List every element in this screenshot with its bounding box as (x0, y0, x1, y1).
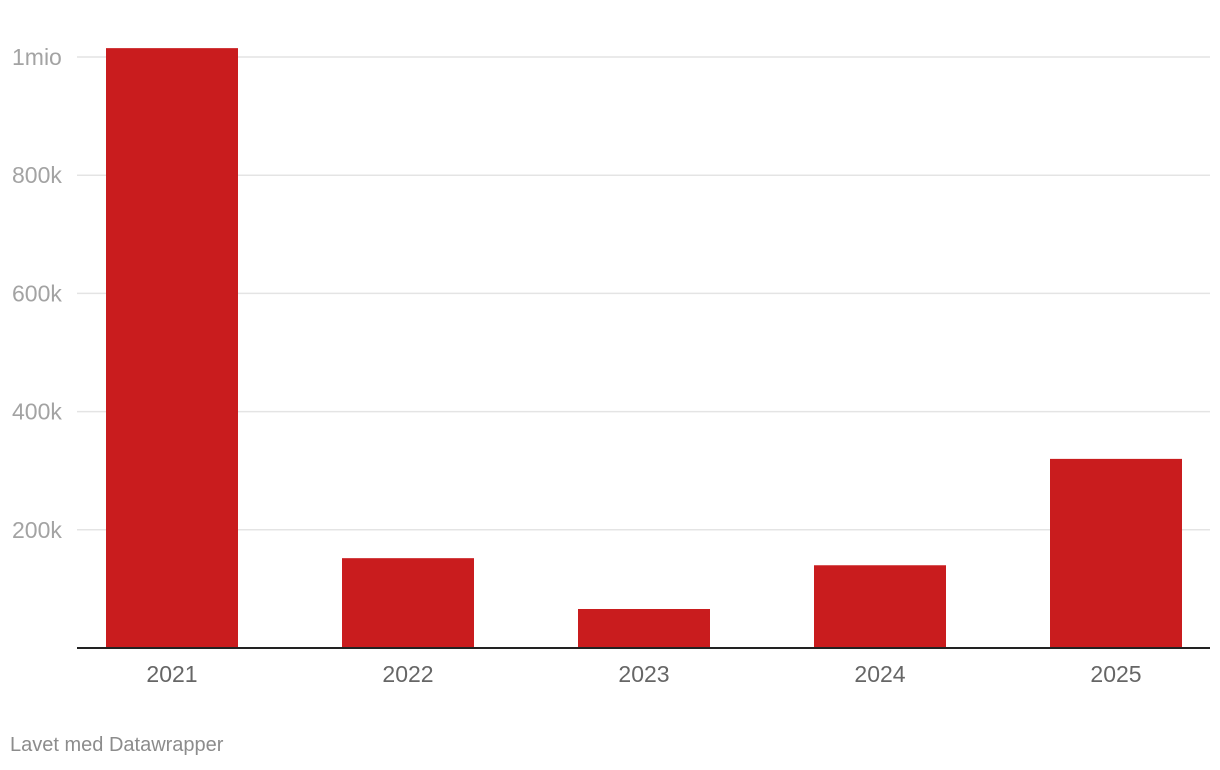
y-axis-ticks: 200k 400k 600k 800k 1mio (12, 44, 62, 543)
x-tick-label: 2023 (618, 661, 669, 687)
bar-2025 (1050, 458, 1182, 648)
gridlines (77, 56, 1210, 531)
bar-2022 (342, 558, 474, 648)
x-tick-label: 2022 (382, 661, 433, 687)
x-tick-label: 2021 (146, 661, 197, 687)
bars (106, 48, 1182, 648)
y-tick-label: 400k (12, 399, 62, 425)
x-axis-ticks: 2021 2022 2023 2024 2025 (146, 661, 1141, 687)
footer-credit: Lavet med Datawrapper (10, 734, 224, 756)
x-tick-label: 2025 (1090, 661, 1141, 687)
y-tick-label: 600k (12, 280, 62, 306)
bar-2021 (106, 48, 238, 648)
bar-2023 (578, 608, 710, 648)
y-tick-label: 800k (12, 162, 62, 188)
bar-2024 (814, 565, 946, 648)
y-tick-label: 200k (12, 517, 62, 543)
y-tick-label: 1mio (12, 44, 62, 70)
x-tick-label: 2024 (854, 661, 905, 687)
